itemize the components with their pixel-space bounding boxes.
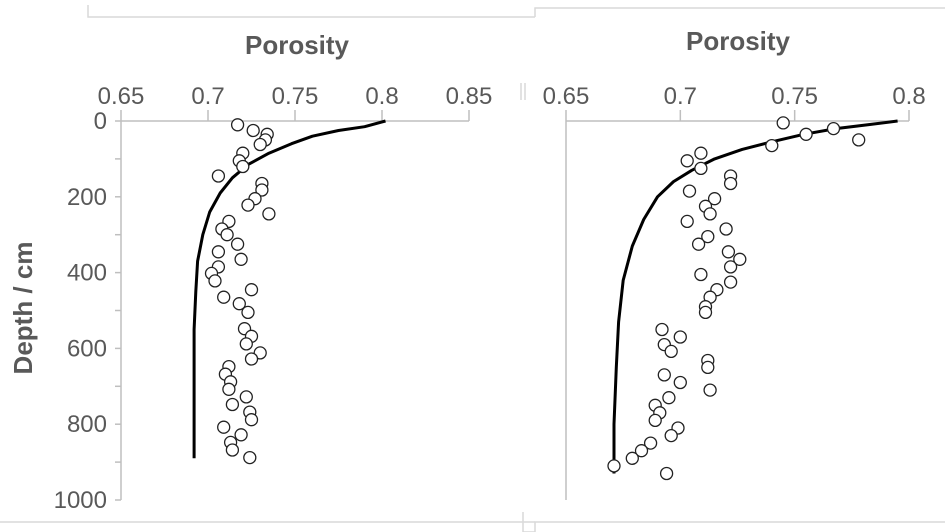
- right-data-point: [673, 330, 687, 344]
- right-data-point: [607, 459, 621, 473]
- left-data-point: [243, 450, 257, 465]
- right-fit-line: [612, 119, 898, 474]
- right-data-point: [634, 444, 649, 458]
- left-fit-curve: [192, 119, 386, 459]
- bottom-frame-right: [522, 512, 945, 532]
- left-y-tick-label: 1000: [54, 487, 107, 514]
- left-y-tick-label: 800: [67, 411, 107, 438]
- right-data-point: [682, 184, 697, 198]
- right-data-point: [680, 214, 694, 229]
- right-data-point: [826, 121, 841, 136]
- right-data-point: [657, 368, 671, 382]
- right-data-point: [694, 146, 708, 160]
- left-data-point: [220, 228, 234, 242]
- right-data-point: [648, 413, 662, 428]
- right-x-tick-label: 0.65: [543, 83, 590, 110]
- left-x-ticks: 0.65 0.7 0.75 0.8 0.85: [98, 83, 493, 121]
- right-data-point: [625, 451, 639, 465]
- left-data-point: [217, 420, 231, 434]
- right-x-axis-title: Porosity: [686, 26, 791, 56]
- right-data-point: [701, 229, 715, 244]
- left-data-point: [225, 397, 240, 412]
- left-data-point: [208, 274, 222, 288]
- right-data-point: [852, 133, 866, 147]
- left-data-point: [244, 283, 259, 297]
- right-fit-curve: [612, 119, 898, 474]
- left-data-point: [244, 352, 259, 366]
- right-data-points: [607, 116, 866, 481]
- left-data-point: [246, 123, 260, 138]
- left-data-point: [217, 290, 231, 304]
- right-data-point: [701, 360, 715, 375]
- left-x-tick-label: 0.65: [98, 83, 145, 110]
- right-data-point: [680, 154, 694, 168]
- left-y-tick-label: 200: [67, 184, 107, 211]
- right-data-point: [662, 391, 676, 405]
- right-data-point: [799, 127, 813, 141]
- left-x-tick-label: 0.75: [272, 83, 319, 110]
- left-data-point: [211, 245, 226, 259]
- left-panel-frame: [87, 5, 535, 18]
- right-data-point: [664, 428, 678, 443]
- left-x-tick-label: 0.8: [365, 83, 398, 110]
- right-data-point: [659, 466, 674, 481]
- left-data-point: [230, 118, 245, 132]
- right-chart: Porosity 0.65 0.7 0.75 0.8: [543, 26, 926, 500]
- left-chart: Porosity Depth / cm 0.65 0.7 0.75 0.8 0.85 0…: [8, 30, 492, 514]
- right-data-point: [719, 222, 733, 236]
- left-data-point: [236, 159, 250, 174]
- right-data-point: [723, 176, 738, 191]
- left-data-point: [232, 297, 246, 311]
- left-data-point: [230, 237, 245, 251]
- left-data-point: [234, 428, 248, 442]
- right-data-point: [694, 161, 708, 176]
- left-data-points: [204, 118, 276, 465]
- right-x-tick-label: 0.8: [892, 83, 925, 110]
- left-data-point: [234, 252, 248, 266]
- left-data-point: [253, 137, 267, 152]
- left-data-point: [255, 183, 269, 197]
- left-fit-line: [192, 119, 386, 459]
- right-data-point: [655, 322, 669, 337]
- right-data-point: [733, 252, 747, 266]
- right-data-point: [664, 344, 678, 359]
- right-data-point: [776, 116, 790, 130]
- right-data-point: [703, 207, 717, 221]
- right-data-point: [703, 383, 717, 397]
- right-data-point: [694, 267, 708, 282]
- left-data-point: [211, 169, 226, 183]
- right-data-point: [721, 245, 736, 259]
- left-data-point: [241, 305, 255, 320]
- right-data-point: [643, 436, 658, 450]
- left-x-tick-label: 0.85: [446, 83, 493, 110]
- right-data-point: [707, 192, 722, 206]
- left-data-point: [262, 207, 276, 221]
- left-data-point: [239, 337, 253, 351]
- left-x-axis-title: Porosity: [245, 30, 350, 60]
- left-y-tick-label: 0: [94, 108, 107, 135]
- left-y-tick-label: 400: [67, 260, 107, 287]
- right-data-point: [698, 305, 713, 320]
- right-data-point: [765, 138, 779, 153]
- left-x-tick-label: 0.7: [191, 83, 224, 110]
- left-data-point: [222, 382, 236, 396]
- right-data-point: [673, 375, 687, 390]
- left-y-ticks: 0 200 400 600 800 1000: [54, 108, 121, 514]
- left-data-point: [241, 198, 255, 212]
- right-data-point: [723, 260, 738, 274]
- right-data-point: [723, 275, 738, 289]
- right-x-ticks: 0.65 0.7 0.75 0.8: [543, 83, 926, 121]
- right-data-point: [691, 237, 706, 251]
- right-panel-frame: [534, 7, 945, 17]
- right-x-tick-label: 0.75: [771, 83, 818, 110]
- left-y-axis-title: Depth / cm: [8, 242, 38, 375]
- left-data-point: [225, 443, 240, 457]
- left-y-tick-label: 600: [67, 335, 107, 362]
- left-data-point: [239, 390, 253, 404]
- right-x-tick-label: 0.7: [664, 83, 697, 110]
- left-data-point: [244, 413, 259, 427]
